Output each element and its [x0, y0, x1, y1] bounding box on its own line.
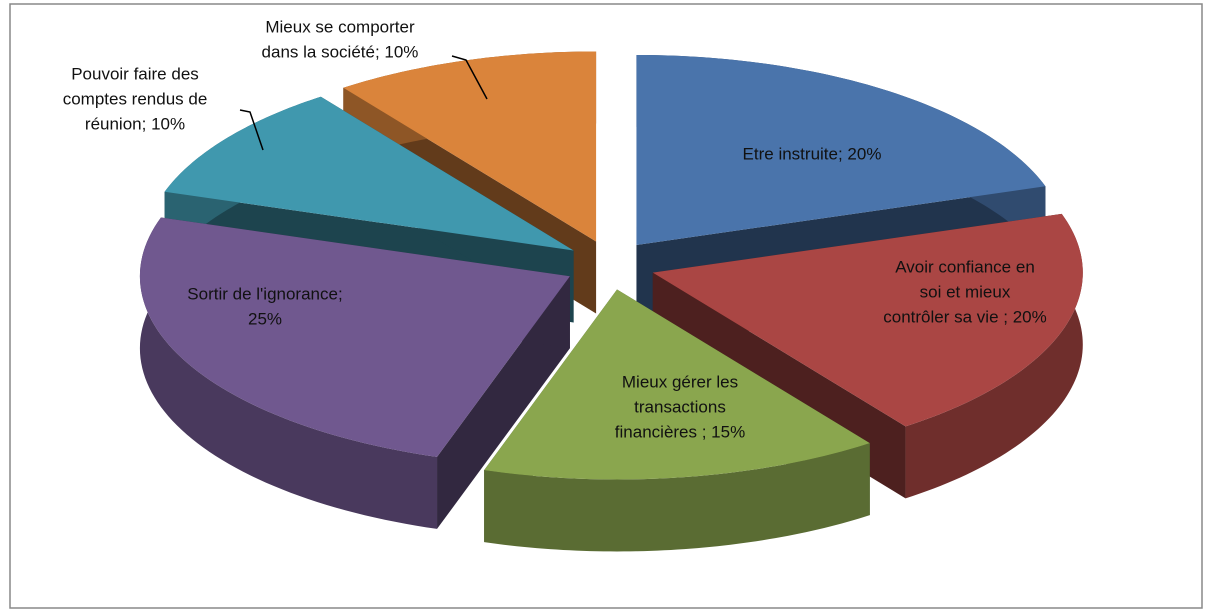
slice-top — [484, 289, 870, 480]
data-label: Sortir de l'ignorance; — [187, 284, 342, 303]
data-label: Avoir confiance en — [895, 257, 1035, 276]
data-label: financières ; 15% — [615, 422, 745, 441]
data-label: dans la société; 10% — [262, 42, 419, 61]
data-label: Mieux se comporter — [265, 17, 415, 36]
slice-top — [164, 96, 574, 251]
data-label: Pouvoir faire des — [71, 64, 199, 83]
data-label: soi et mieux — [920, 282, 1011, 301]
data-label: transactions — [634, 397, 726, 416]
leader-line — [451, 55, 488, 100]
slice-top — [636, 54, 1046, 245]
slice-top — [343, 51, 597, 242]
data-label: réunion; 10% — [85, 114, 185, 133]
leader-line — [239, 109, 264, 151]
data-label: 25% — [248, 309, 282, 328]
data-label: contrôler sa vie ; 20% — [883, 307, 1046, 326]
slice-top — [139, 217, 570, 457]
slice-rim — [905, 213, 1083, 499]
data-label: comptes rendus de — [63, 89, 208, 108]
slice — [164, 96, 574, 323]
data-label: Etre instruite; 20% — [743, 144, 882, 163]
data-label: Mieux gérer les — [622, 372, 738, 391]
slice — [484, 289, 870, 552]
slice-rim — [139, 217, 438, 529]
slice — [139, 217, 570, 529]
slice-top — [652, 213, 1083, 427]
slice-rim — [484, 443, 870, 552]
